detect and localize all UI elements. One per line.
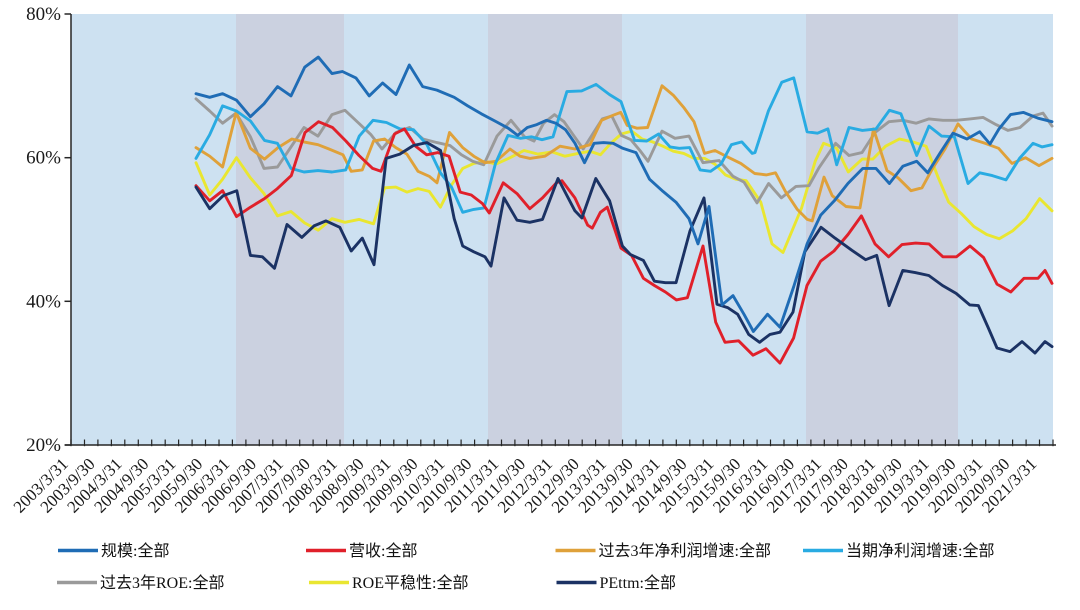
svg-text:规模:全部: 规模:全部 (101, 542, 169, 560)
svg-text:过去3年ROE:全部: 过去3年ROE:全部 (100, 574, 224, 592)
svg-text:过去3年净利润增速:全部: 过去3年净利润增速:全部 (599, 542, 771, 560)
svg-text:营收:全部: 营收:全部 (349, 542, 417, 560)
svg-text:80%: 80% (26, 4, 61, 25)
svg-text:当期净利润增速:全部: 当期净利润增速:全部 (846, 542, 994, 560)
svg-text:40%: 40% (26, 291, 61, 312)
svg-text:PEttm:全部: PEttm:全部 (600, 574, 676, 592)
svg-text:60%: 60% (26, 148, 61, 169)
svg-text:ROE平稳性:全部: ROE平稳性:全部 (352, 574, 468, 592)
svg-text:20%: 20% (26, 435, 61, 456)
